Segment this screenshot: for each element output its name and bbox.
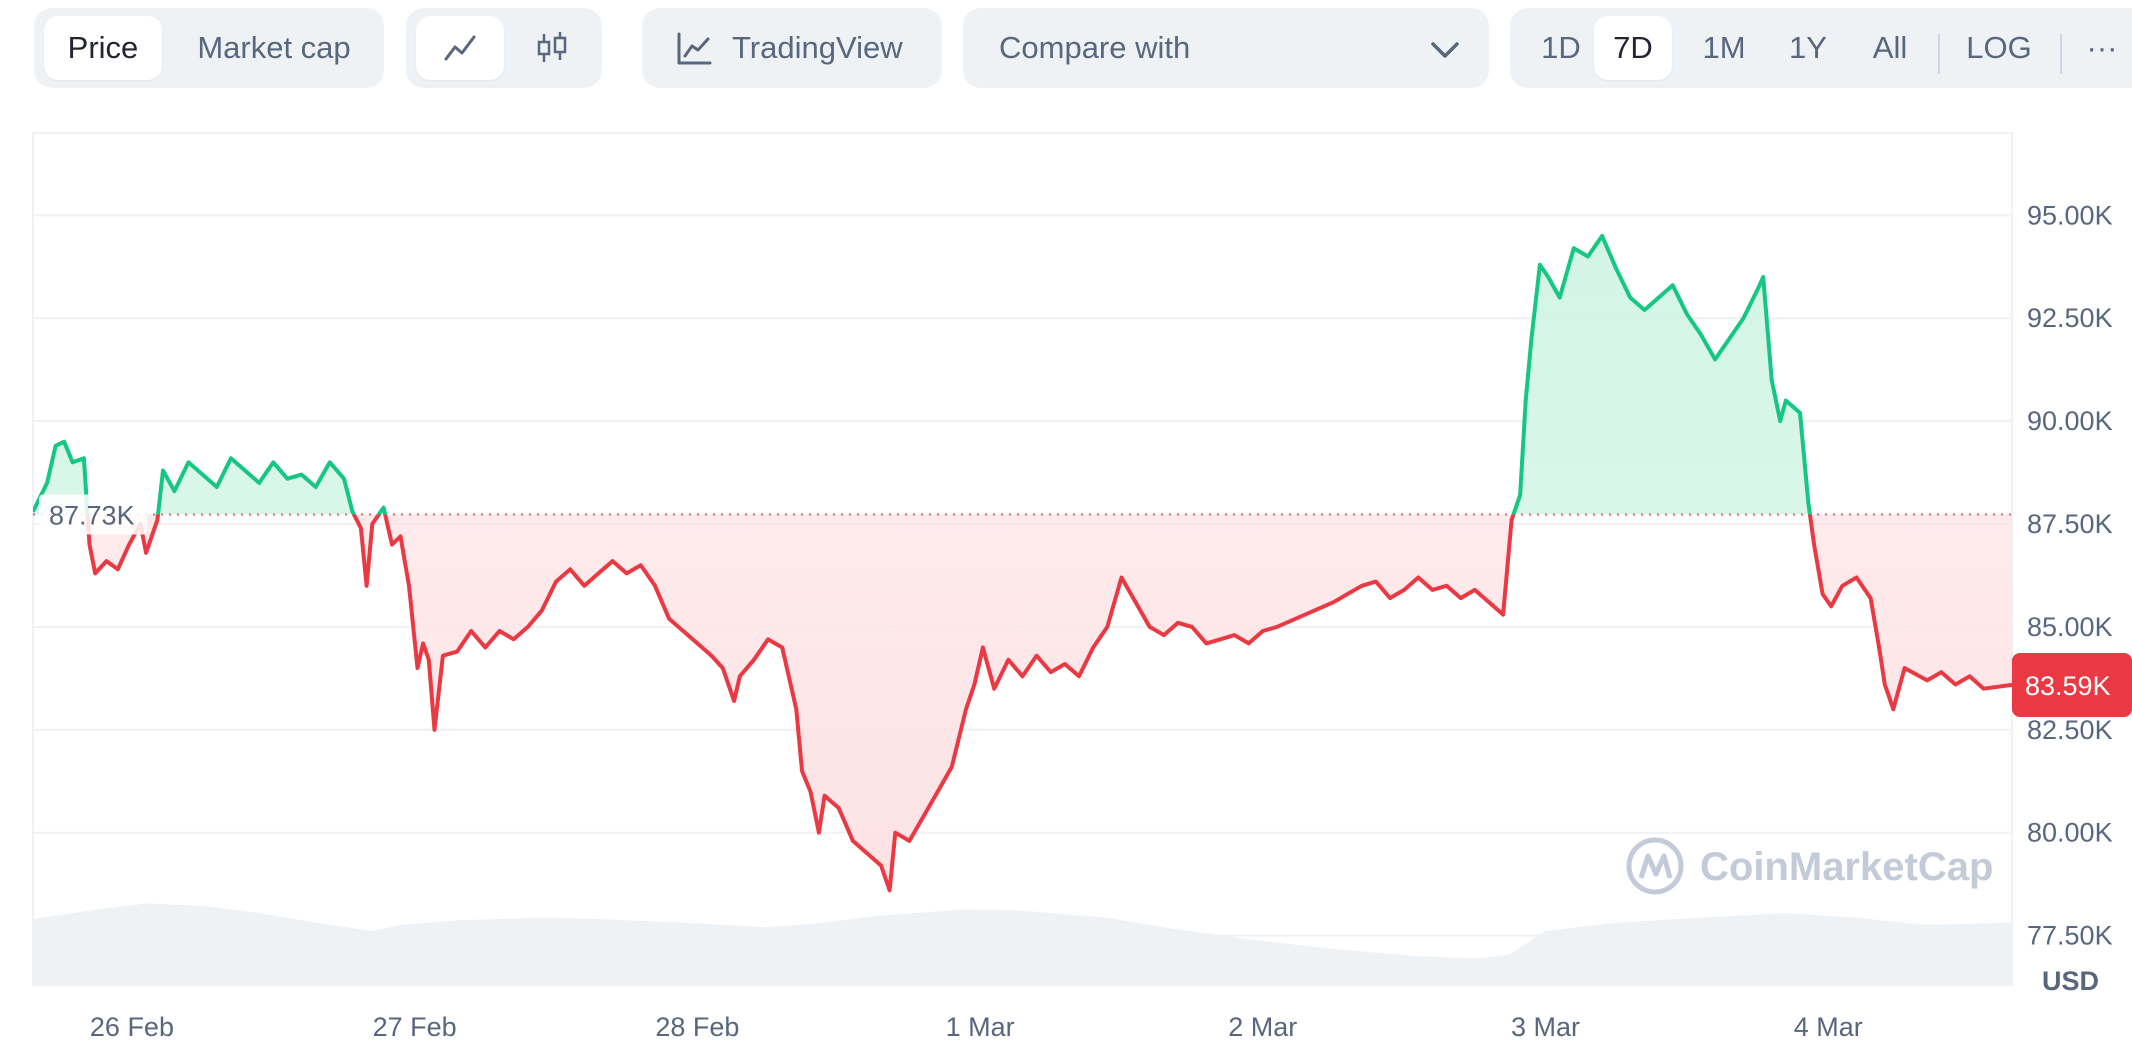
current-price-badge-bg	[2012, 652, 2132, 717]
line-chart-icon	[444, 35, 476, 61]
range-7d-label: 7D	[1613, 30, 1653, 65]
watermark-logo-mark	[1638, 853, 1673, 879]
compare-with-select[interactable]: Compare with	[963, 8, 1489, 88]
reference-label: 87.73K	[39, 494, 147, 535]
y-tick-label: 80.00K	[2027, 818, 2113, 848]
watermark-logo-icon	[1626, 837, 1684, 895]
price-line-down	[85, 514, 2012, 893]
x-tick-label: 3 Mar	[1511, 1012, 1580, 1042]
candlestick-icon	[537, 32, 567, 62]
price-area-down	[33, 514, 2012, 891]
price-line-up	[33, 233, 1812, 515]
current-price-badge: 83.59K	[2012, 652, 2132, 717]
range-1y[interactable]: 1Y	[1770, 16, 1846, 80]
time-range-toggle: 1D 7D 1M 1Y All LOG ···	[1510, 8, 2132, 88]
y-tick-label: 92.50K	[2027, 303, 2113, 333]
tab-price[interactable]: Price	[44, 16, 162, 80]
coinmarketcap-watermark: CoinMarketCap	[1626, 837, 1993, 895]
tradingview-icon	[677, 32, 712, 65]
compare-with-label: Compare with	[999, 30, 1191, 65]
current-price-label: 83.59K	[2025, 671, 2111, 701]
range-1y-label: 1Y	[1789, 30, 1827, 65]
reference-label-bg	[39, 494, 147, 535]
range-1d-label: 1D	[1541, 30, 1581, 65]
x-tick-label: 2 Mar	[1228, 1012, 1297, 1042]
chart-style-toggle	[406, 8, 602, 88]
y-tick-label: 77.50K	[2027, 921, 2113, 951]
candlestick-button[interactable]	[510, 16, 594, 80]
y-tick-label: 82.50K	[2027, 715, 2113, 745]
tradingview-label: TradingView	[732, 30, 903, 65]
x-tick-label: 4 Mar	[1794, 1012, 1863, 1042]
y-tick-label: 87.50K	[2027, 509, 2113, 539]
reference-label-text: 87.73K	[49, 501, 135, 531]
range-1m-label: 1M	[1702, 30, 1746, 65]
more-options-button[interactable]: ···	[2072, 16, 2132, 80]
range-7d[interactable]: 7D	[1594, 16, 1672, 80]
range-1m[interactable]: 1M	[1686, 16, 1762, 80]
price-area-up	[33, 235, 1810, 515]
watermark-text: CoinMarketCap	[1700, 845, 1993, 889]
x-tick-label: 1 Mar	[946, 1012, 1015, 1042]
range-1d[interactable]: 1D	[1520, 16, 1602, 80]
x-tick-label: 26 Feb	[90, 1012, 174, 1042]
x-tick-label: 28 Feb	[655, 1012, 739, 1042]
range-all[interactable]: All	[1852, 16, 1928, 80]
x-tick-label: 27 Feb	[373, 1012, 457, 1042]
tab-market-cap[interactable]: Market cap	[176, 16, 372, 80]
currency-unit-label: USD	[2042, 966, 2099, 996]
range-all-label: All	[1872, 30, 1908, 65]
log-toggle[interactable]: LOG	[1952, 16, 2046, 80]
line-chart-button[interactable]	[416, 16, 504, 80]
y-tick-label: 85.00K	[2027, 612, 2113, 642]
plot-frame	[32, 132, 2013, 986]
chevron-down-icon	[1431, 42, 1459, 58]
chart-toolbar: Price Market cap TradingView	[0, 0, 2132, 100]
log-toggle-label: LOG	[1966, 30, 2032, 65]
more-options-icon: ···	[2086, 30, 2118, 65]
range-divider	[1938, 34, 1940, 74]
metric-toggle: Price Market cap	[34, 8, 384, 88]
volume-area	[33, 903, 2012, 985]
tab-price-label: Price	[67, 30, 139, 65]
tradingview-button[interactable]: TradingView	[642, 8, 942, 88]
more-divider	[2060, 34, 2062, 74]
tab-market-cap-label: Market cap	[197, 30, 351, 65]
y-tick-label: 90.00K	[2027, 406, 2113, 436]
y-tick-label: 95.00K	[2027, 200, 2113, 230]
